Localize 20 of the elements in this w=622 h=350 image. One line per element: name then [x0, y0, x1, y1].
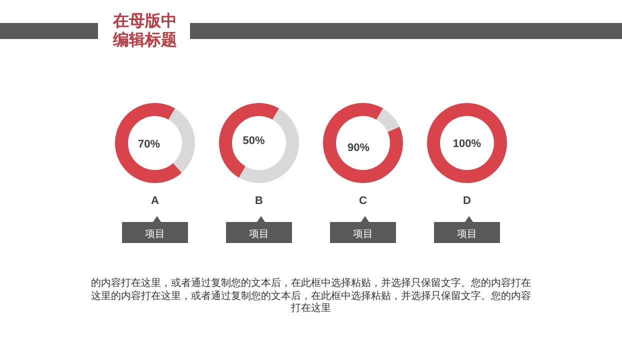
text: 项目 [457, 229, 477, 240]
donut-slice [168, 108, 195, 173]
text: B [255, 195, 264, 207]
text: 项目 [249, 229, 269, 240]
text: A [151, 195, 160, 207]
text: C [359, 195, 368, 207]
donut-slice [239, 108, 299, 183]
donut-slice [219, 103, 279, 178]
donut-slice [376, 108, 400, 132]
text: 在母版中编辑标题 [112, 12, 178, 50]
data-label: 50% [242, 135, 266, 147]
text: 项目 [145, 229, 165, 240]
text: D [463, 195, 472, 207]
donut-slice [115, 103, 182, 183]
data-label: 90% [348, 142, 370, 154]
donut-slice [323, 103, 403, 183]
text: 项目 [353, 229, 373, 240]
data-label: 70% [138, 138, 160, 151]
data-label: 100% [452, 138, 482, 150]
text: 的内容打在这里，或者通过复制您的文本后，在此框中选择粘贴，并选择只保留文字。您的内容打在这里的内容打在这里，或者通过复制您的文本后，在此框中选择粘贴，并选择只保留文字。您的内容打在这里 [91, 278, 531, 316]
